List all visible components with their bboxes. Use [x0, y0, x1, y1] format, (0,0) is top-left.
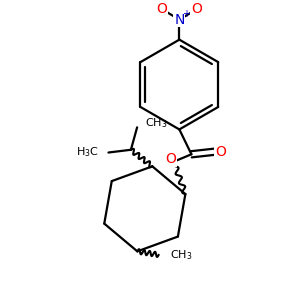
Text: O: O	[191, 2, 202, 16]
Text: CH$_3$: CH$_3$	[145, 116, 167, 130]
Text: +: +	[182, 10, 190, 20]
Text: O: O	[165, 152, 176, 167]
Text: CH$_3$: CH$_3$	[170, 248, 192, 262]
Text: H$_3$C: H$_3$C	[76, 146, 99, 159]
Text: O: O	[215, 145, 226, 158]
Text: O: O	[157, 2, 167, 16]
Text: N: N	[174, 13, 184, 27]
